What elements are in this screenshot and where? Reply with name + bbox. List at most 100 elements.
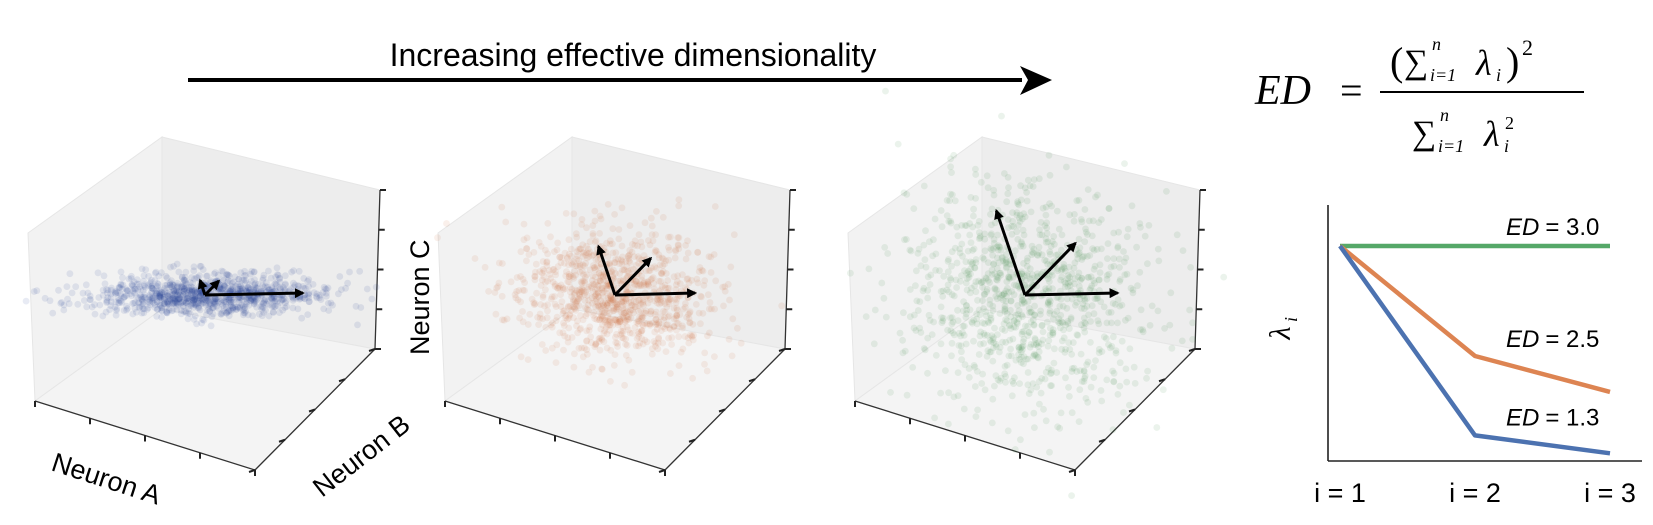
scatter-point [523, 234, 531, 242]
scatter-point [274, 271, 281, 279]
scatter-point [996, 344, 1004, 351]
scatter-point [116, 284, 124, 291]
scatter-point [196, 306, 204, 314]
scatter-point [238, 285, 246, 292]
axis-label-neuron-c: Neuron C [405, 239, 435, 355]
scatter-point [581, 277, 588, 285]
scatter-point [1144, 367, 1151, 375]
scatter-point [950, 292, 958, 300]
scatter-point [179, 293, 186, 300]
scatter-point [1037, 389, 1045, 397]
scatter-point [1008, 288, 1016, 295]
scatter-point [681, 303, 689, 311]
scatter-point [539, 315, 546, 323]
scatter-point [265, 312, 273, 320]
scatter-point [229, 306, 237, 314]
scatter-point [265, 286, 273, 294]
scatter-point [570, 275, 578, 282]
scatter-point [141, 282, 148, 290]
scatter-point [655, 251, 663, 258]
scatter-point [588, 284, 596, 291]
scatter-point [953, 223, 961, 231]
scatter-point [636, 313, 643, 321]
scatter-point [578, 284, 586, 292]
scatter-point [83, 303, 91, 311]
scatter-point [896, 329, 904, 337]
scatter-point [595, 282, 602, 290]
scatter-point [1049, 329, 1057, 336]
scatter-point [537, 243, 545, 250]
axis-b-tick [338, 378, 346, 383]
scatter-point [1009, 217, 1017, 225]
scatter-point [967, 239, 975, 247]
scatter-point [990, 191, 998, 199]
scatter-point [166, 281, 174, 289]
scatter-point [577, 325, 584, 332]
scatter-point [583, 337, 590, 345]
scatter-point [139, 287, 147, 294]
scatter-point [225, 308, 232, 315]
scatter-point [698, 266, 706, 274]
scatter-point [1003, 310, 1011, 317]
scatter-point [491, 289, 499, 296]
scatter-point [565, 273, 573, 280]
scatter-point [675, 320, 682, 328]
scatter-point [1081, 328, 1089, 336]
scatter-point [1020, 272, 1028, 280]
scatter-point [520, 236, 528, 244]
scatter-point [258, 305, 266, 313]
scatter-point [1116, 382, 1124, 390]
scatter-point [1081, 305, 1088, 313]
scatter-point [606, 292, 614, 299]
scatter-point [1080, 367, 1088, 374]
scatter-point [530, 301, 538, 308]
scatter-point [1048, 202, 1055, 210]
scatter-point [183, 309, 190, 317]
scatter-point [560, 346, 567, 354]
scatter-point [692, 301, 700, 308]
scatter-point [734, 324, 741, 332]
scatter-point [239, 303, 247, 310]
scatter-point [604, 294, 612, 302]
scatter-point [1137, 306, 1145, 314]
scatter-point [557, 259, 565, 267]
scatter-point [577, 293, 584, 301]
scatter-point [673, 304, 681, 312]
scatter-point [1077, 216, 1085, 223]
scatter-point [1085, 311, 1092, 319]
scatter-point [1002, 287, 1010, 295]
scatter-point [655, 334, 662, 341]
scatter-point [574, 317, 581, 325]
scatter-point [1007, 306, 1014, 314]
scatter-point [184, 292, 192, 300]
scatter-point [107, 294, 115, 301]
axis-b-tick [1188, 348, 1196, 352]
scatter-point [1057, 409, 1065, 417]
scatter-point [329, 301, 336, 309]
scatter-point [926, 281, 934, 288]
scatter-point [573, 297, 581, 305]
scatter-point [961, 361, 969, 369]
scatter-point [1060, 260, 1068, 268]
scatter-point [990, 339, 997, 346]
scatter-point [1145, 222, 1153, 229]
scatter-point [919, 287, 927, 295]
scatter-point [181, 274, 189, 281]
scatter-point [305, 289, 312, 297]
scatter-point [1121, 160, 1128, 168]
scatter-point [652, 231, 659, 239]
scatter-point [579, 353, 587, 361]
scatter-point [583, 310, 591, 317]
scatter-point [544, 277, 551, 285]
axis-b-tick [688, 438, 696, 443]
scatter-point [586, 238, 594, 246]
scatter-point [903, 191, 911, 198]
scatter-point [963, 275, 971, 282]
scatter-point [996, 377, 1004, 385]
scatter-point [305, 298, 313, 305]
scatter-point [1066, 211, 1074, 219]
scatter-point [133, 280, 141, 288]
axis-b-tick [778, 348, 786, 352]
scatter-point [352, 302, 360, 310]
scatter-point [661, 260, 668, 268]
